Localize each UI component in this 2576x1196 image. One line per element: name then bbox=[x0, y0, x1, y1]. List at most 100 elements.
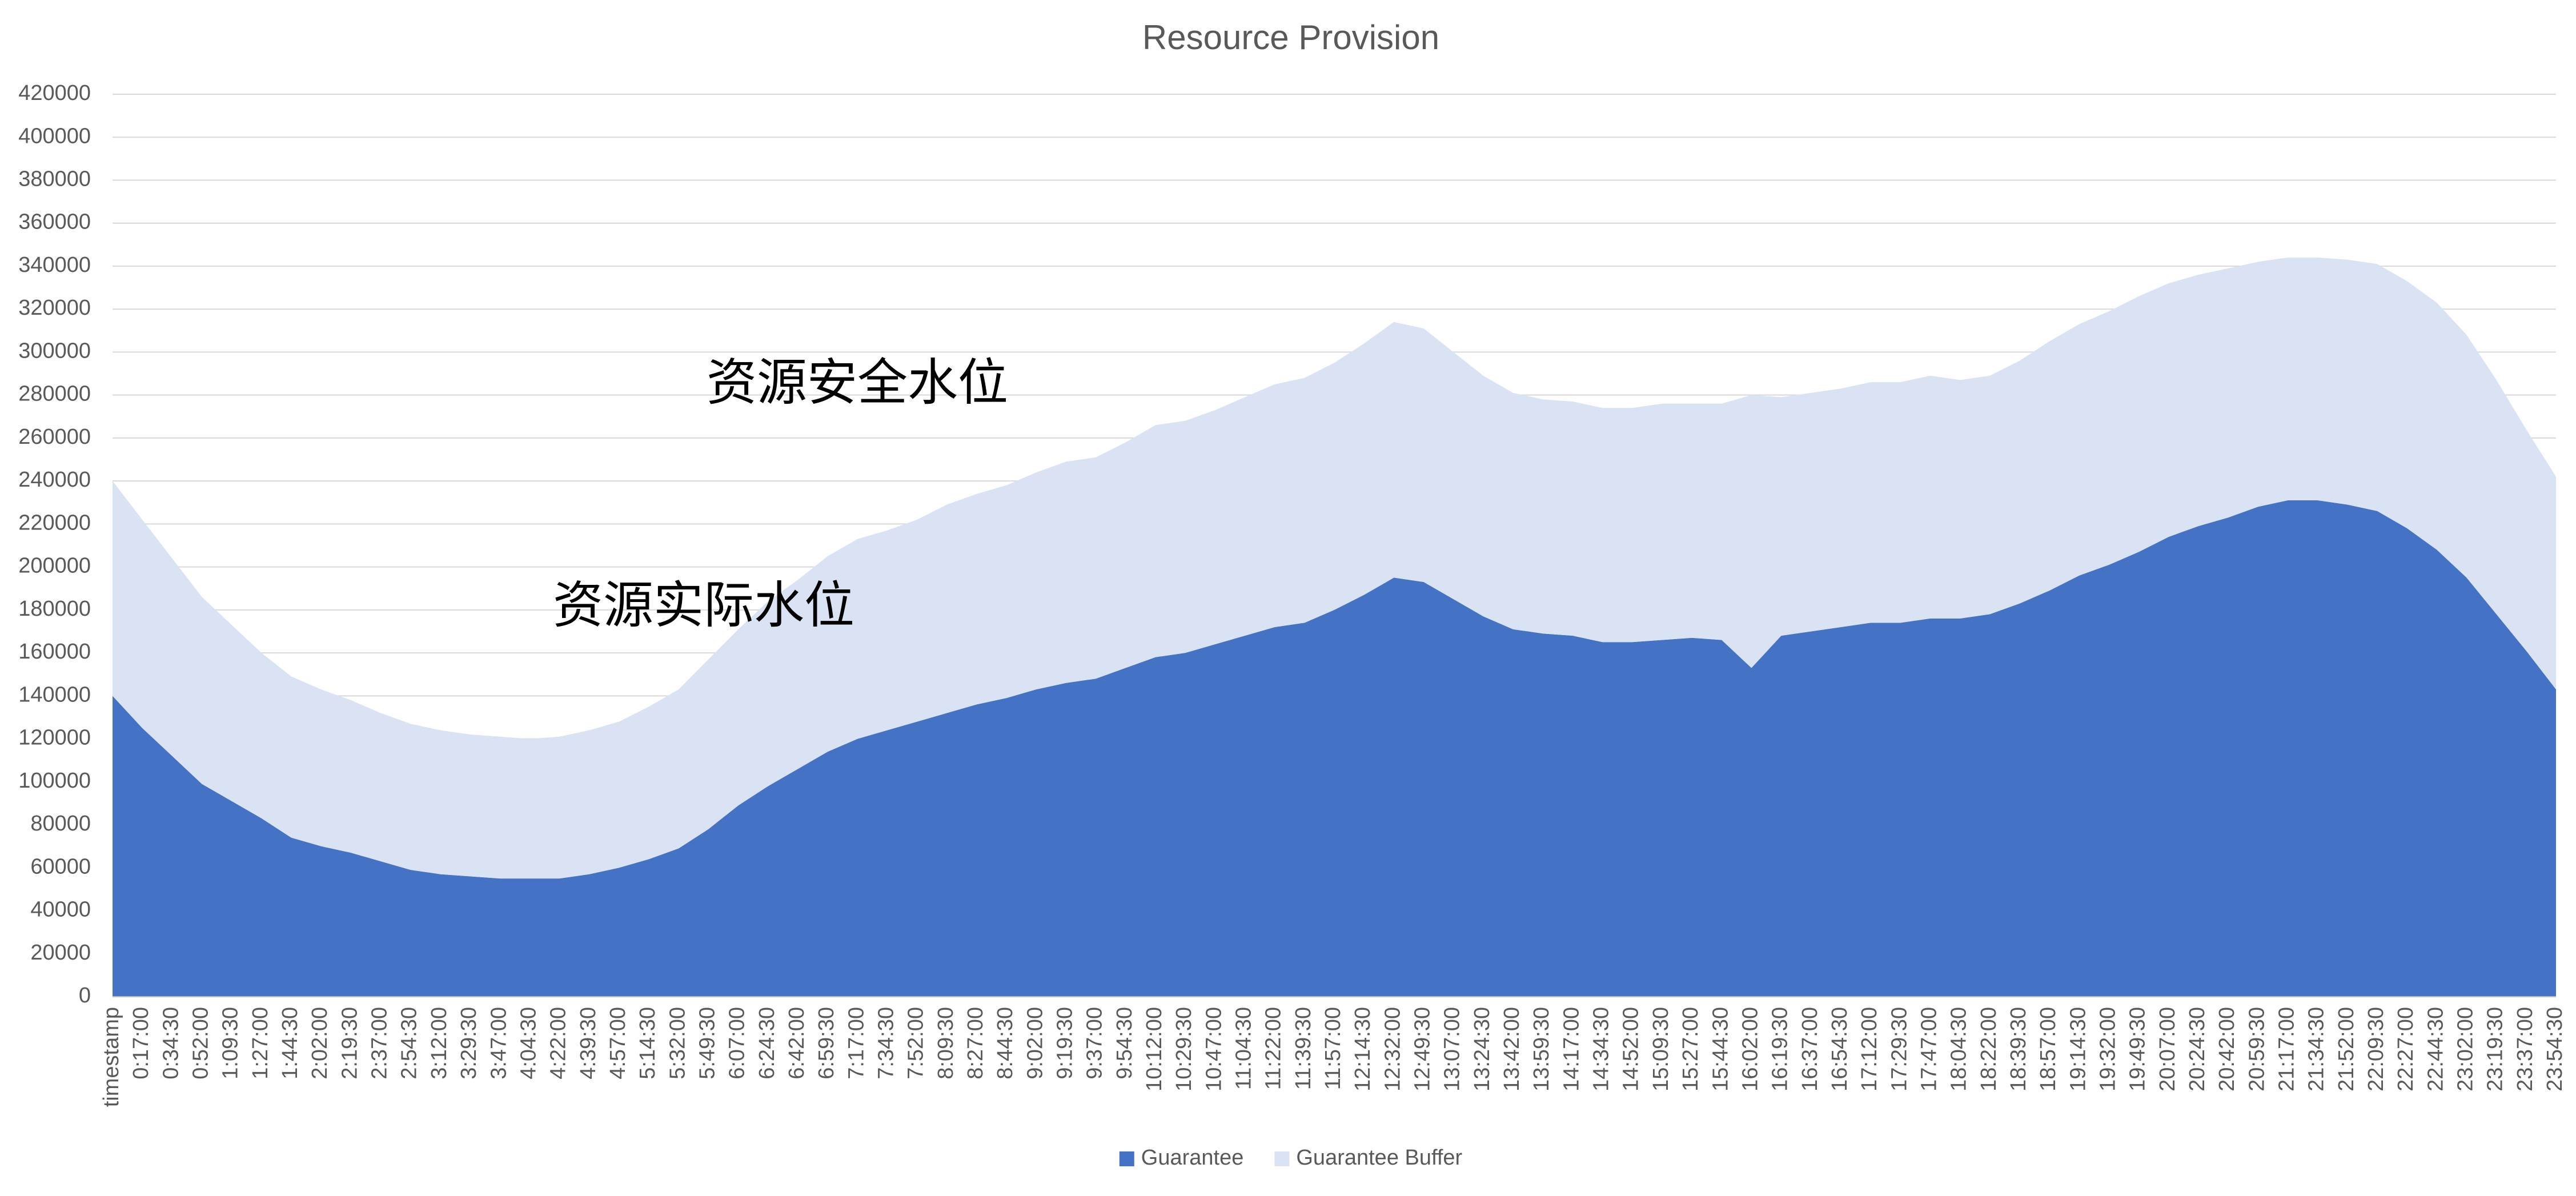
y-tick-label: 360000 bbox=[18, 210, 91, 234]
x-tick-label: 14:34:30 bbox=[1590, 1007, 1614, 1091]
x-tick-label: 20:24:30 bbox=[2185, 1007, 2209, 1091]
x-tick-label: 20:07:00 bbox=[2156, 1007, 2180, 1091]
x-tick-label: 21:17:00 bbox=[2274, 1007, 2298, 1091]
x-tick-label: 0:34:30 bbox=[159, 1007, 183, 1079]
y-tick-label: 300000 bbox=[18, 339, 91, 363]
x-tick-label: 9:02:00 bbox=[1023, 1007, 1047, 1079]
x-tick-label: 23:02:00 bbox=[2454, 1007, 2478, 1091]
x-tick-label: 8:09:30 bbox=[934, 1007, 958, 1079]
x-tick-label: 22:09:30 bbox=[2364, 1007, 2388, 1091]
y-tick-label: 280000 bbox=[18, 382, 91, 406]
x-tick-label: 12:32:00 bbox=[1381, 1007, 1405, 1091]
y-tick-label: 420000 bbox=[18, 81, 91, 105]
x-tick-label: 19:49:30 bbox=[2126, 1007, 2150, 1091]
x-tick-label: 4:22:00 bbox=[547, 1007, 571, 1079]
x-tick-label: 2:02:00 bbox=[308, 1007, 332, 1079]
y-tick-label: 380000 bbox=[18, 167, 91, 191]
x-tick-label: 17:29:30 bbox=[1887, 1007, 1911, 1091]
y-tick-label: 240000 bbox=[18, 468, 91, 492]
chart-title: Resource Provision bbox=[1142, 18, 1439, 57]
x-tick-label: 23:19:30 bbox=[2483, 1007, 2507, 1091]
x-tick-label: 6:59:30 bbox=[814, 1007, 838, 1079]
y-tick-label: 400000 bbox=[18, 124, 91, 148]
x-tick-label: 8:27:00 bbox=[964, 1007, 988, 1079]
x-tick-label: 15:09:30 bbox=[1649, 1007, 1673, 1091]
y-tick-label: 260000 bbox=[18, 425, 91, 449]
x-tick-label: 5:49:30 bbox=[695, 1007, 719, 1079]
x-tick-label: 0:17:00 bbox=[129, 1007, 153, 1079]
y-tick-label: 220000 bbox=[18, 511, 91, 535]
annotation: 资源实际水位 bbox=[553, 576, 854, 635]
x-tick-label: timestamp bbox=[99, 1007, 123, 1107]
y-tick-label: 120000 bbox=[18, 726, 91, 750]
legend-label: Guarantee Buffer bbox=[1296, 1146, 1462, 1170]
x-tick-label: 21:52:00 bbox=[2334, 1007, 2358, 1091]
x-tick-label: 16:37:00 bbox=[1798, 1007, 1822, 1091]
x-tick-label: 19:32:00 bbox=[2096, 1007, 2120, 1091]
y-tick-label: 40000 bbox=[30, 898, 91, 922]
x-tick-label: 8:44:30 bbox=[993, 1007, 1017, 1079]
x-tick-label: 18:22:00 bbox=[1977, 1007, 2001, 1091]
x-tick-label: 3:47:00 bbox=[487, 1007, 511, 1079]
x-tick-label: 6:42:00 bbox=[785, 1007, 809, 1079]
y-tick-label: 0 bbox=[79, 984, 91, 1008]
legend: Guarantee Guarantee Buffer bbox=[1119, 1146, 1463, 1170]
x-tick-label: 22:27:00 bbox=[2394, 1007, 2418, 1091]
y-tick-label: 60000 bbox=[30, 854, 91, 878]
x-tick-label: 14:52:00 bbox=[1619, 1007, 1643, 1091]
x-tick-label: 2:54:30 bbox=[398, 1007, 422, 1079]
x-tick-label: 2:37:00 bbox=[368, 1007, 392, 1079]
x-tick-label: 10:12:00 bbox=[1142, 1007, 1166, 1091]
x-tick-label: 14:17:00 bbox=[1559, 1007, 1583, 1091]
x-tick-label: 21:34:30 bbox=[2305, 1007, 2329, 1091]
x-tick-label: 22:44:30 bbox=[2423, 1007, 2447, 1091]
x-tick-label: 16:19:30 bbox=[1768, 1007, 1792, 1091]
legend-label: Guarantee bbox=[1141, 1146, 1244, 1170]
x-tick-label: 9:54:30 bbox=[1113, 1007, 1137, 1079]
legend-swatch bbox=[1274, 1151, 1290, 1166]
y-tick-label: 80000 bbox=[30, 812, 91, 836]
x-tick-label: 0:52:00 bbox=[189, 1007, 213, 1079]
x-tick-label: 7:17:00 bbox=[844, 1007, 868, 1079]
x-tick-label: 20:42:00 bbox=[2215, 1007, 2239, 1091]
x-tick-label: 7:52:00 bbox=[904, 1007, 928, 1079]
y-tick-label: 320000 bbox=[18, 296, 91, 320]
x-tick-label: 15:44:30 bbox=[1708, 1007, 1732, 1091]
x-tick-label: 13:59:30 bbox=[1530, 1007, 1554, 1091]
x-tick-label: 11:39:30 bbox=[1291, 1007, 1315, 1090]
x-tick-label: 11:22:00 bbox=[1262, 1007, 1286, 1090]
x-tick-label: 13:24:30 bbox=[1470, 1007, 1494, 1091]
x-tick-label: 11:57:00 bbox=[1321, 1007, 1345, 1090]
x-tick-label: 16:02:00 bbox=[1738, 1007, 1762, 1091]
x-tick-label: 15:27:00 bbox=[1679, 1007, 1703, 1091]
x-tick-label: 13:42:00 bbox=[1500, 1007, 1524, 1091]
x-tick-label: 19:14:30 bbox=[2066, 1007, 2090, 1091]
x-tick-label: 1:44:30 bbox=[278, 1007, 302, 1079]
areas bbox=[113, 257, 2556, 997]
x-tick-label: 13:07:00 bbox=[1441, 1007, 1464, 1091]
axes: 0 20000 40000 60000 80000 100000 120000 140000 1… bbox=[18, 81, 2567, 1107]
x-tick-label: 3:12:00 bbox=[427, 1007, 451, 1079]
x-tick-label: 7:34:30 bbox=[874, 1007, 898, 1079]
x-tick-label: 23:37:00 bbox=[2513, 1007, 2537, 1091]
x-tick-label: 12:49:30 bbox=[1411, 1007, 1435, 1091]
y-tick-label: 100000 bbox=[18, 769, 91, 793]
x-tick-label: 4:39:30 bbox=[576, 1007, 600, 1079]
x-tick-label: 20:59:30 bbox=[2245, 1007, 2269, 1091]
y-tick-label: 200000 bbox=[18, 554, 91, 578]
x-tick-label: 2:19:30 bbox=[338, 1007, 362, 1079]
x-tick-label: 4:57:00 bbox=[606, 1007, 630, 1079]
area bbox=[113, 257, 2556, 879]
x-tick-label: 11:04:30 bbox=[1232, 1007, 1256, 1090]
x-tick-label: 6:24:30 bbox=[755, 1007, 779, 1079]
x-tick-label: 1:27:00 bbox=[248, 1007, 272, 1079]
y-tick-label: 140000 bbox=[18, 683, 91, 707]
x-tick-label: 12:14:30 bbox=[1351, 1007, 1375, 1091]
x-tick-label: 3:29:30 bbox=[457, 1007, 481, 1079]
y-tick-label: 180000 bbox=[18, 597, 91, 621]
x-tick-label: 4:04:30 bbox=[516, 1007, 540, 1079]
y-tick-label: 340000 bbox=[18, 253, 91, 277]
x-tick-label: 9:37:00 bbox=[1083, 1007, 1107, 1079]
